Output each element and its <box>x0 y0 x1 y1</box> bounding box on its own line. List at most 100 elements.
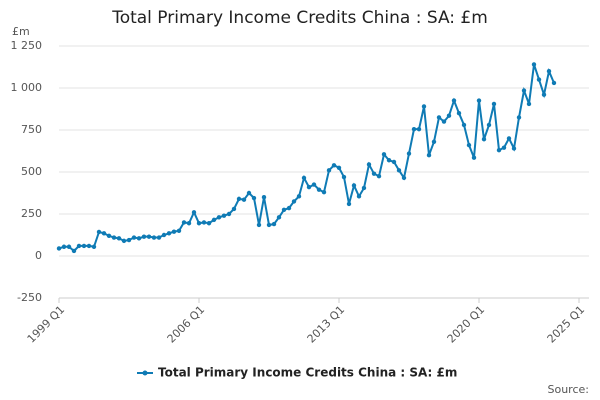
point <box>246 190 252 196</box>
point <box>121 238 127 244</box>
x-tick-label: 2020 Q1 <box>445 303 488 346</box>
point <box>551 80 557 86</box>
y-tick-label: 0 <box>35 249 42 262</box>
point <box>231 206 237 212</box>
point <box>476 98 482 103</box>
point <box>276 215 282 220</box>
point <box>381 152 387 157</box>
point <box>536 77 542 82</box>
point <box>56 246 62 251</box>
point <box>511 146 517 151</box>
y-tick-label: 1 000 <box>11 81 43 94</box>
point <box>496 147 502 153</box>
point <box>66 244 72 249</box>
point <box>191 210 197 215</box>
point <box>181 220 187 225</box>
y-tick-label: 1 250 <box>11 39 43 52</box>
legend-marker <box>142 370 148 376</box>
point <box>136 236 142 241</box>
point <box>216 215 222 220</box>
point <box>226 211 232 217</box>
point <box>341 174 347 180</box>
point <box>116 236 122 241</box>
point <box>546 69 552 74</box>
point <box>311 182 317 187</box>
point <box>176 228 182 233</box>
point <box>196 221 202 226</box>
point <box>321 189 327 195</box>
point <box>391 159 397 165</box>
point <box>316 187 322 192</box>
point <box>201 220 207 225</box>
point <box>466 142 472 148</box>
point <box>396 168 402 173</box>
point <box>161 232 167 238</box>
point <box>526 101 532 107</box>
x-tick-label: 2013 Q1 <box>305 303 348 346</box>
point <box>271 221 277 227</box>
point <box>406 151 412 156</box>
point <box>166 231 172 236</box>
point <box>101 231 107 236</box>
point <box>186 221 192 226</box>
point <box>491 101 497 107</box>
point <box>76 243 82 249</box>
point <box>516 115 522 120</box>
point <box>376 174 382 179</box>
point <box>251 195 257 201</box>
point <box>106 233 112 239</box>
point <box>446 113 452 118</box>
y-tick-label: 250 <box>21 207 42 220</box>
point <box>236 196 242 202</box>
point <box>401 175 407 181</box>
point <box>426 153 432 158</box>
point <box>71 248 77 254</box>
point <box>371 171 377 176</box>
point <box>451 98 457 103</box>
point <box>336 165 342 170</box>
point <box>156 235 162 240</box>
point <box>306 184 312 190</box>
y-tick-label: 500 <box>21 165 42 178</box>
x-tick-label: 1999 Q1 <box>25 303 68 346</box>
point <box>241 197 247 202</box>
point <box>416 126 422 132</box>
point <box>501 145 507 150</box>
point <box>96 229 102 235</box>
x-tick-label: 2025 Q1 <box>545 303 588 346</box>
point <box>266 222 272 228</box>
point <box>171 229 177 234</box>
point <box>346 201 352 207</box>
point <box>81 243 87 249</box>
point <box>86 243 92 249</box>
point <box>261 195 267 200</box>
point <box>356 194 362 199</box>
line <box>58 64 555 253</box>
point <box>151 235 157 240</box>
point <box>326 168 332 173</box>
point <box>111 235 117 240</box>
point <box>366 162 372 167</box>
point <box>256 222 262 228</box>
y-axis-label: £m <box>12 25 30 38</box>
point <box>206 221 212 226</box>
point <box>411 126 417 132</box>
point <box>541 92 547 97</box>
point <box>436 115 442 120</box>
point <box>281 207 287 212</box>
point <box>286 205 292 211</box>
point <box>296 194 302 199</box>
point <box>486 122 492 128</box>
point <box>91 244 97 249</box>
point <box>521 88 527 93</box>
point <box>361 185 367 191</box>
point <box>441 119 447 124</box>
point <box>61 244 67 249</box>
point <box>221 213 227 218</box>
point <box>141 234 147 239</box>
point <box>431 139 437 144</box>
point <box>126 237 132 243</box>
point <box>211 217 217 223</box>
point <box>481 137 487 142</box>
